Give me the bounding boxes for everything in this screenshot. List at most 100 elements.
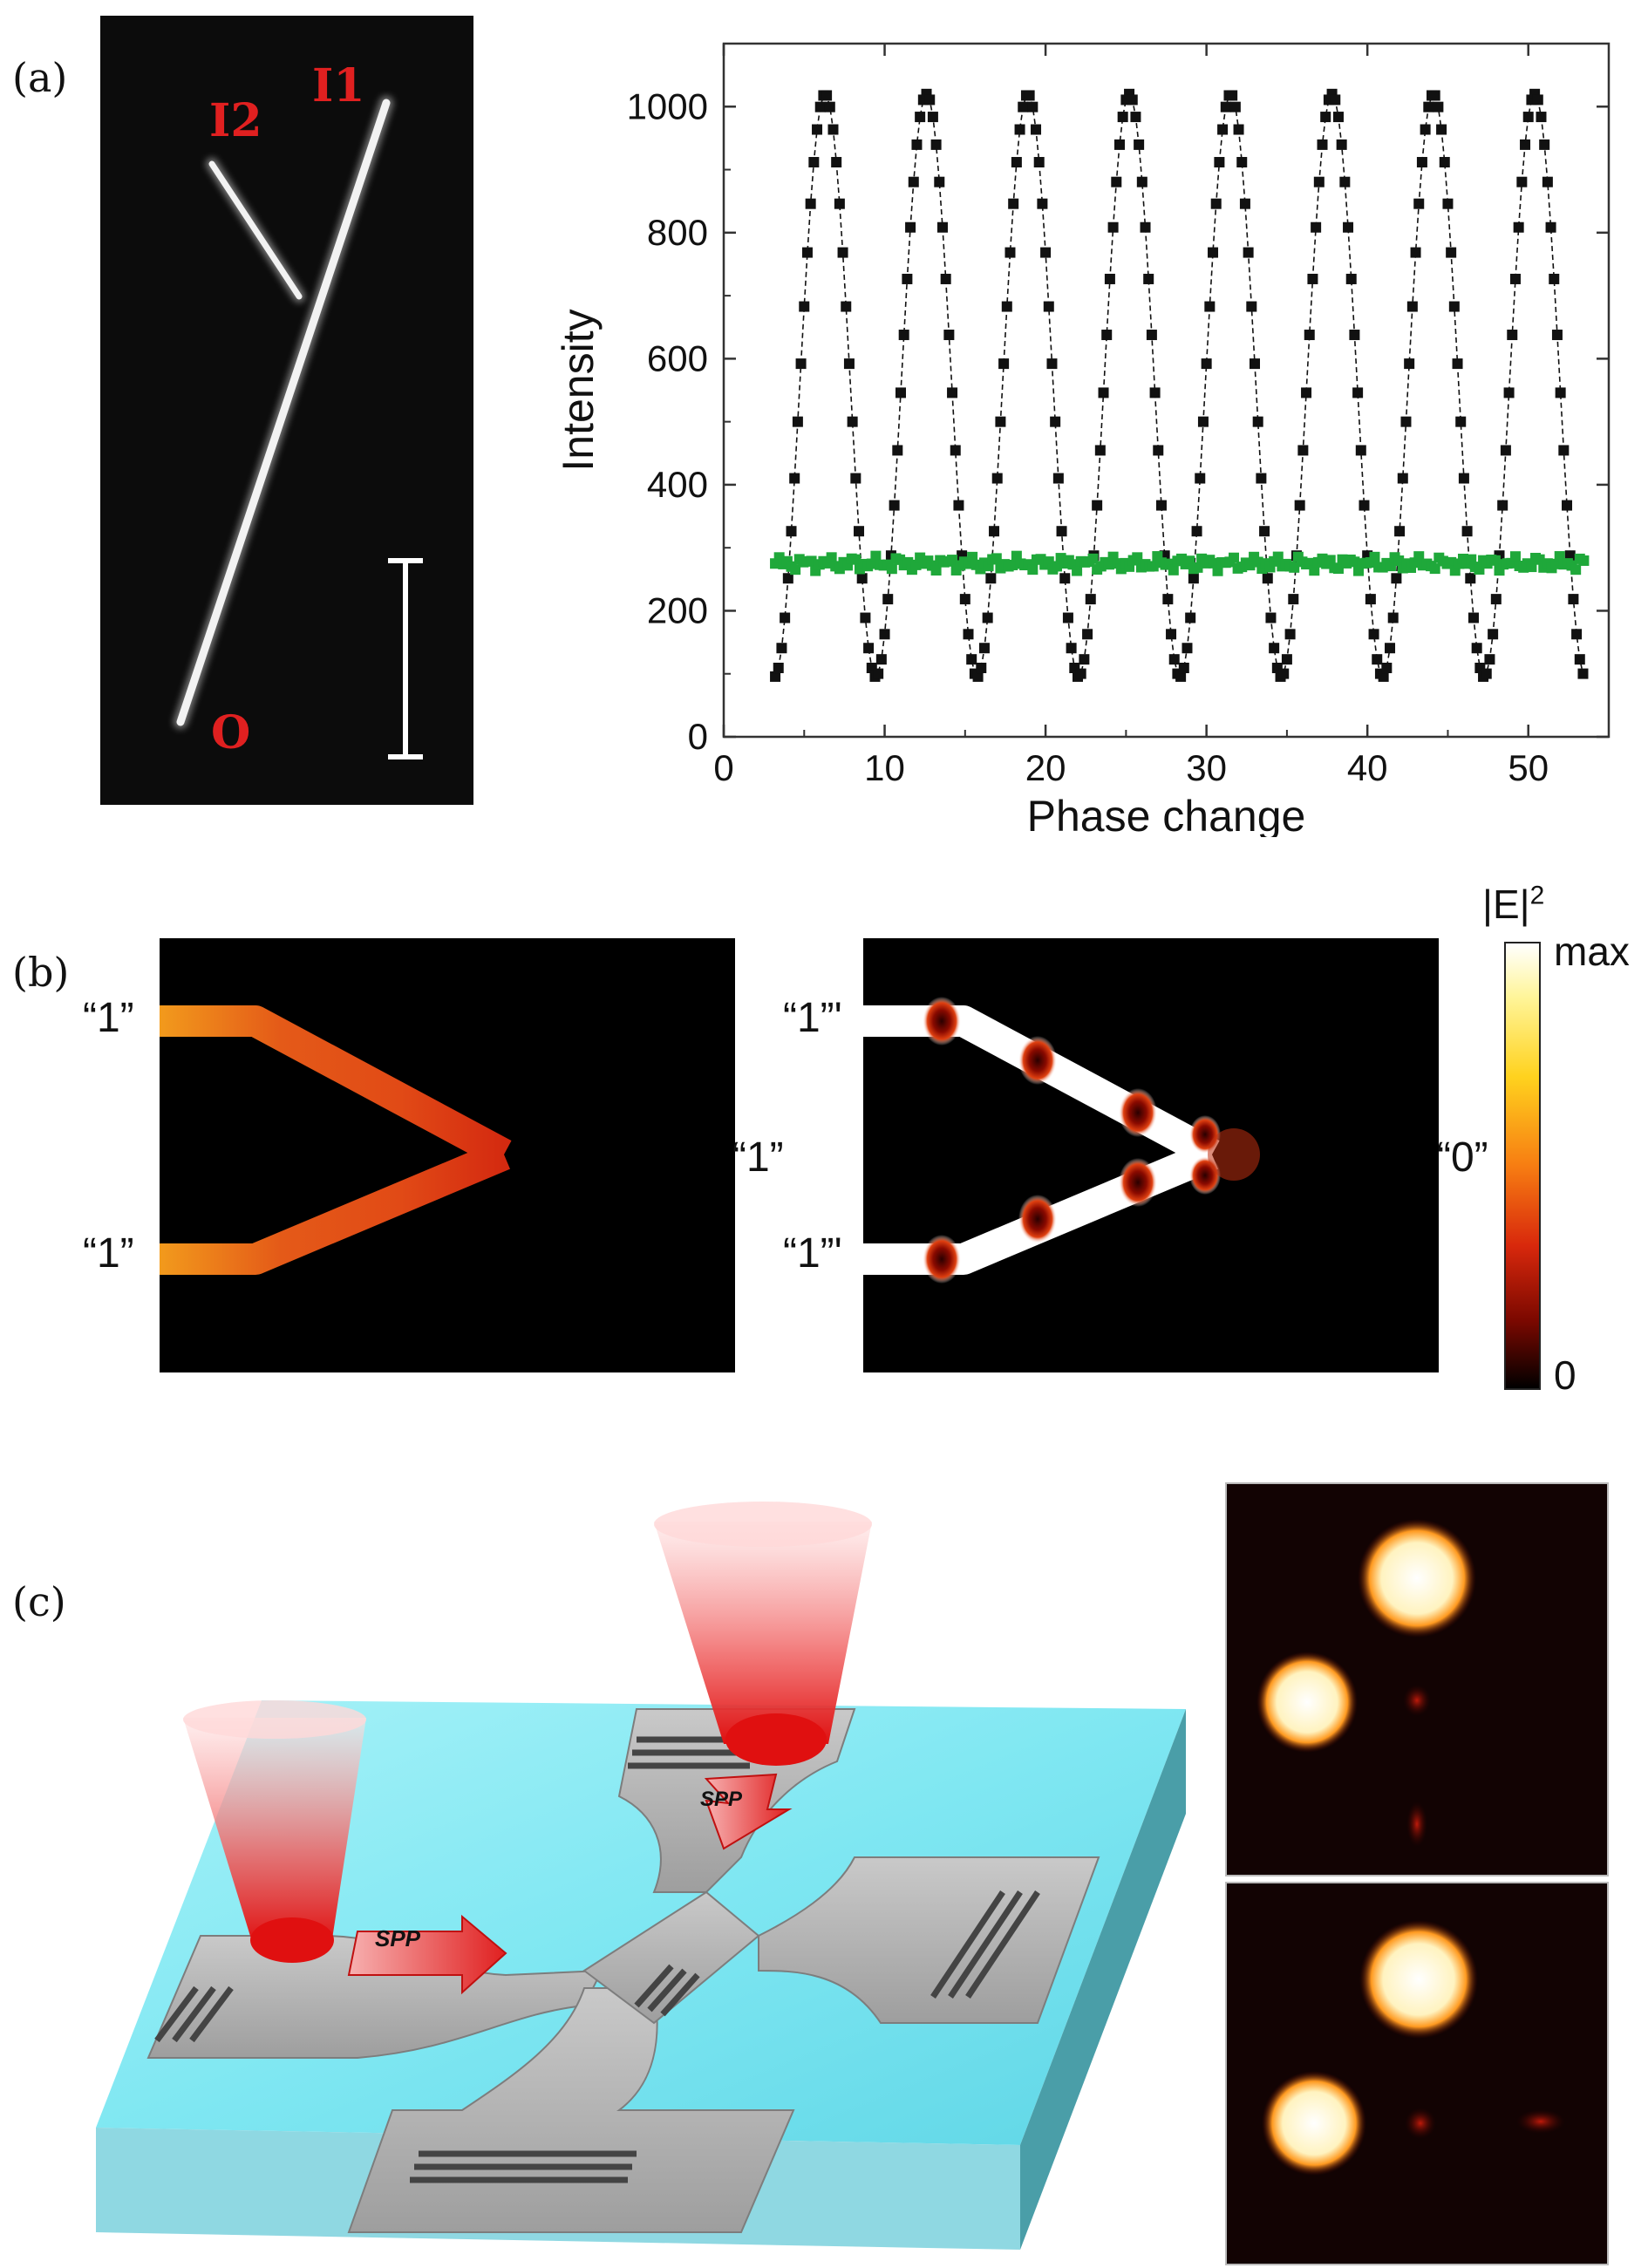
series-black-point xyxy=(902,273,913,284)
series-green-point xyxy=(1474,564,1485,576)
series-green-point xyxy=(1429,563,1440,575)
series-black-point xyxy=(1336,139,1347,150)
series-black-point xyxy=(1574,654,1585,665)
series-green-point xyxy=(1289,562,1300,573)
series-black-point xyxy=(837,247,848,258)
series-green-point xyxy=(1309,565,1320,576)
series-black-point xyxy=(1484,654,1495,665)
series-black-point xyxy=(1008,198,1019,209)
series-black-point xyxy=(1175,671,1187,682)
series-black-point xyxy=(1301,387,1312,398)
series-black-point xyxy=(1558,445,1570,456)
series-black-point xyxy=(972,671,984,682)
series-black-point xyxy=(1259,526,1270,537)
series-black-point xyxy=(1385,643,1396,654)
series-black-point xyxy=(1294,500,1305,511)
series-green-point xyxy=(947,555,958,566)
series-black-point xyxy=(801,247,813,258)
series-black-point xyxy=(1098,387,1109,398)
series-black-point xyxy=(1400,416,1412,427)
panel-a-label: (a) xyxy=(12,54,68,101)
series-black-point xyxy=(1239,198,1250,209)
colorbar-min: 0 xyxy=(1554,1352,1576,1398)
series-black-point xyxy=(950,445,961,456)
series-black-point xyxy=(831,157,842,168)
series-black-point xyxy=(1509,273,1521,284)
series-green-point xyxy=(1168,564,1179,576)
series-black-point xyxy=(1555,387,1566,398)
series-black-point xyxy=(1059,573,1071,584)
spp-label-top: SPP xyxy=(700,1788,743,1811)
series-black-point xyxy=(1101,330,1113,341)
series-black-point xyxy=(1195,473,1206,484)
series-black-point xyxy=(1166,629,1177,640)
series-black-point xyxy=(1046,358,1058,370)
series-black-point xyxy=(1352,387,1364,398)
series-black-point xyxy=(1191,526,1202,537)
panel-b-label: (b) xyxy=(12,949,70,996)
series-black-point xyxy=(1439,157,1450,168)
series-black-point xyxy=(1188,573,1199,584)
series-black-point xyxy=(1262,573,1273,584)
series-black-point xyxy=(1018,101,1029,112)
series-green-point xyxy=(1332,563,1344,575)
series-green-point xyxy=(1413,551,1425,562)
series-black-point xyxy=(924,94,936,106)
series-black-point xyxy=(1571,629,1583,640)
series-black-point xyxy=(1304,330,1315,341)
series-black-point xyxy=(982,612,993,623)
y-tick-label: 0 xyxy=(688,716,708,757)
series-black-point xyxy=(1217,124,1229,135)
series-black-point xyxy=(1256,473,1267,484)
series-green-point xyxy=(1072,565,1083,576)
laser-beam-top xyxy=(654,1502,872,1766)
series-black-point xyxy=(1429,90,1440,101)
series-black-point xyxy=(1420,124,1431,135)
series-black-point xyxy=(1577,668,1589,679)
series-black-point xyxy=(1037,198,1048,209)
left-input-bottom: “1” xyxy=(83,1230,134,1277)
series-black-point xyxy=(943,330,955,341)
series-black-point xyxy=(1307,273,1318,284)
series-black-point xyxy=(854,526,865,537)
series-black-point xyxy=(1033,157,1045,168)
series-black-point xyxy=(1536,112,1547,123)
series-black-point xyxy=(1050,416,1061,427)
series-black-point xyxy=(1542,176,1553,187)
series-black-point xyxy=(1413,198,1425,209)
series-black-point xyxy=(875,654,887,665)
series-green-point xyxy=(1007,559,1018,570)
x-tick-label: 50 xyxy=(1508,747,1549,788)
series-black-point xyxy=(976,663,987,674)
series-green-point xyxy=(1229,552,1240,563)
series-black-point xyxy=(1433,101,1444,112)
series-black-point xyxy=(995,416,1006,427)
x-tick-label: 40 xyxy=(1347,747,1388,788)
right-input-top: “1”' xyxy=(783,995,842,1041)
series-black-point xyxy=(882,594,894,605)
output-image-bottom xyxy=(1225,1882,1609,2265)
series-black-point xyxy=(808,157,820,168)
plot-frame xyxy=(722,42,1611,739)
series-green-point xyxy=(870,550,882,562)
colorbar-title: |E|2 xyxy=(1482,881,1544,928)
series-green-point xyxy=(930,565,942,576)
series-green-point xyxy=(1192,562,1203,573)
series-black-point xyxy=(1107,221,1119,233)
series-black-point xyxy=(1214,157,1225,168)
series-black-point xyxy=(892,445,903,456)
series-black-point xyxy=(1562,500,1573,511)
series-green-point xyxy=(826,552,837,563)
series-green-point xyxy=(1212,565,1223,576)
right-input-bottom: “1”' xyxy=(783,1230,842,1277)
series-black-point xyxy=(1488,629,1499,640)
series-black-point xyxy=(947,387,958,398)
spp-label-left: SPP xyxy=(375,1925,421,1951)
series-black-point xyxy=(1011,157,1022,168)
series-black-point xyxy=(1197,416,1209,427)
series-black-point xyxy=(812,124,823,135)
series-black-point xyxy=(1040,247,1052,258)
series-black-point xyxy=(1140,221,1151,233)
series-black-point xyxy=(1265,612,1277,623)
series-black-point xyxy=(1404,358,1415,370)
